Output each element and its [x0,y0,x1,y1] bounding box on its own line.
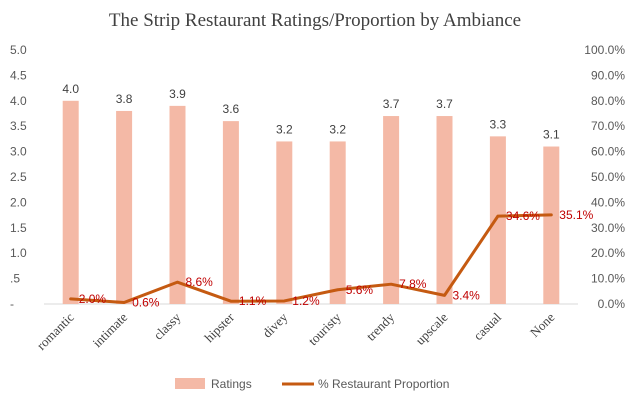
bar-classy [169,105,186,304]
proportion-label: 0.6% [132,295,160,309]
category-label: intimate [89,309,130,350]
bar-label: 3.7 [436,97,453,111]
category-label: divey [259,309,290,340]
category-label: trendy [363,309,397,343]
category-label: touristy [305,309,344,348]
proportion-label: 34.6% [506,209,540,223]
proportion-label: 8.6% [186,275,214,289]
bar-trendy [383,116,400,304]
legend-swatch-ratings [175,378,205,389]
left-tick-label: 2.0 [10,195,27,209]
bar-none [543,146,560,304]
left-tick-label: 2.5 [10,170,27,184]
proportion-series-line [69,213,553,304]
right-tick-label: 60.0% [591,145,625,159]
legend: Ratings % Restaurant Proportion [175,377,449,391]
bar-hipster [222,121,239,305]
bar-casual [489,136,506,304]
proportion-label: 2.0% [79,292,107,306]
left-tick-label: 4.0 [10,94,27,108]
bar-label: 3.6 [223,102,240,116]
left-tick-label: 3.5 [10,119,27,133]
bar-label: 3.2 [329,122,346,136]
proportion-label: 5.6% [346,283,374,297]
bar-label: 3.2 [276,122,293,136]
right-tick-label: 30.0% [591,221,625,235]
right-tick-label: 20.0% [591,246,625,260]
right-tick-label: 80.0% [591,94,625,108]
left-tick-label: 1.5 [10,221,27,235]
right-tick-label: 90.0% [591,68,625,82]
proportion-label: 7.8% [399,277,427,291]
bar-label: 3.3 [490,117,507,131]
bar-upscale [436,116,453,304]
bar-touristy [329,141,346,304]
legend-label-proportion: % Restaurant Proportion [318,377,449,391]
left-tick-label: 4.5 [10,68,27,82]
category-label: hipster [201,309,237,345]
right-axis: 0.0% 10.0% 20.0% 30.0% 40.0% 50.0% 60.0% 70.0% 8… [584,43,625,311]
left-tick-label: .5 [10,272,20,286]
right-tick-label: 10.0% [591,272,625,286]
bar-label: 3.9 [169,87,186,101]
chart-title: The Strip Restaurant Ratings/Proportion … [109,10,521,31]
bar-label: 3.1 [543,128,560,142]
proportion-label: 1.1% [239,294,267,308]
category-labels: romantic intimate classy hipster divey touris… [34,309,558,353]
bar-intimate [116,110,133,305]
left-axis: - .5 1.0 1.5 2.0 2.5 3.0 3.5 4.0 4.5 5.0 [10,43,27,311]
left-tick-label: 5.0 [10,43,27,57]
proportion-labels: 2.0% 0.6% 8.6% 1.1% 1.2% 5.6% 7.8% 3.4% 34.6% 35.… [79,208,594,310]
ratings-bars [62,100,560,305]
proportion-line [69,213,553,304]
left-tick-label: - [10,297,14,311]
left-tick-label: 1.0 [10,246,27,260]
proportion-label: 35.1% [559,208,593,222]
bar-label: 4.0 [62,82,79,96]
category-label: casual [470,309,504,343]
right-tick-label: 0.0% [598,297,626,311]
left-tick-label: 3.0 [10,145,27,159]
right-tick-label: 50.0% [591,170,625,184]
category-label: classy [151,309,184,342]
bar-label: 3.7 [383,97,400,111]
proportion-label: 1.2% [292,294,320,308]
category-label: upscale [412,309,450,347]
right-tick-label: 70.0% [591,119,625,133]
right-tick-label: 100.0% [584,43,625,57]
category-label: None [527,309,558,340]
bar-label: 3.8 [116,92,133,106]
bar-divey [276,141,293,304]
proportion-label: 3.4% [453,288,481,302]
category-label: romantic [34,309,77,352]
right-tick-label: 40.0% [591,195,625,209]
legend-label-ratings: Ratings [211,377,252,391]
ratings-labels: 4.0 3.8 3.9 3.6 3.2 3.2 3.7 3.7 3.3 3.1 [62,82,560,142]
bar-romantic [62,100,79,304]
